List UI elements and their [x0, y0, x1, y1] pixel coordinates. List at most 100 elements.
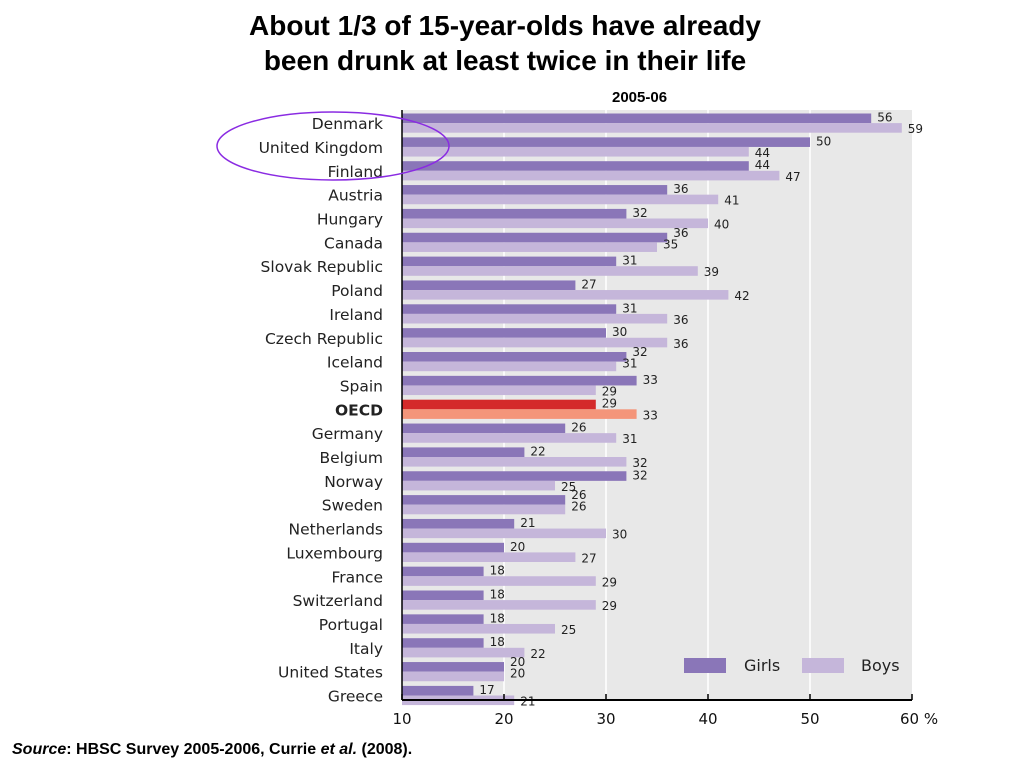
- bar-boys-netherlands: [402, 528, 606, 539]
- bar-girls-canada: [402, 232, 668, 243]
- value-label-girls: 18: [490, 611, 505, 625]
- x-axis: 10 20 30 40 50 60 %: [392, 110, 938, 728]
- category-label-hungary: Hungary: [317, 211, 383, 229]
- bar-girls-sweden: [402, 495, 566, 505]
- chart-subtitle: 2005-06: [612, 89, 668, 106]
- value-label-boys: 29: [602, 599, 617, 613]
- value-label-girls: 17: [479, 683, 494, 697]
- category-label-oecd: OECD: [335, 401, 383, 419]
- x-tick-label: 60 %: [900, 710, 938, 728]
- bar-boys-norway: [402, 480, 555, 491]
- legend-label-girls: Girls: [744, 656, 780, 675]
- bar-girls-united-kingdom: [402, 137, 810, 147]
- value-label-boys: 29: [602, 575, 617, 589]
- category-label-united-kingdom: United Kingdom: [259, 139, 383, 157]
- value-label-girls: 32: [632, 206, 647, 220]
- value-label-girls: 18: [490, 635, 505, 649]
- bar-girls-poland: [402, 280, 576, 291]
- category-label-luxembourg: Luxembourg: [286, 544, 383, 562]
- bar-girls-iceland: [402, 352, 627, 362]
- value-label-girls: 44: [755, 158, 770, 172]
- highlight-ellipse: [216, 111, 450, 181]
- legend-swatch-boys: [802, 658, 844, 673]
- value-label-boys: 41: [724, 194, 739, 208]
- bar-boys-hungary: [402, 218, 708, 229]
- value-label-boys: 42: [734, 289, 749, 303]
- value-label-boys: 20: [510, 667, 525, 681]
- bar-girls-greece: [402, 685, 474, 696]
- bar-boys-slovak-republic: [402, 266, 698, 276]
- value-label-boys: 32: [632, 456, 647, 470]
- x-tick-label: 50: [800, 710, 819, 728]
- bars: 5659504444473641324036353139274231363036…: [402, 111, 923, 709]
- value-label-boys: 31: [622, 357, 637, 371]
- value-label-girls: 36: [673, 226, 688, 240]
- bar-boys-switzerland: [402, 600, 596, 610]
- x-tick-label: 40: [698, 710, 717, 728]
- bar-girls-netherlands: [402, 518, 515, 529]
- category-label-united-states: United States: [278, 664, 383, 682]
- bar-boys-italy: [402, 647, 525, 658]
- value-label-boys: 29: [602, 384, 617, 398]
- value-label-boys: 25: [561, 623, 576, 637]
- bar-boys-austria: [402, 194, 719, 205]
- bar-boys-sweden: [402, 504, 566, 515]
- bar-girls-oecd: [402, 399, 596, 410]
- bar-girls-finland: [402, 161, 749, 171]
- value-label-girls: 20: [510, 540, 525, 554]
- category-label-poland: Poland: [331, 282, 383, 300]
- category-label-switzerland: Switzerland: [293, 592, 383, 610]
- value-label-girls: 27: [581, 277, 596, 291]
- value-label-girls: 30: [612, 325, 627, 339]
- value-label-girls: 20: [510, 655, 525, 669]
- value-label-boys: 26: [571, 500, 586, 514]
- source-note: Source: HBSC Survey 2005-2006, Currie et…: [12, 741, 412, 759]
- x-tick-label: 20: [494, 710, 513, 728]
- value-label-boys: 35: [663, 237, 678, 251]
- value-label-boys: 47: [785, 170, 800, 184]
- value-label-boys: 59: [908, 122, 923, 136]
- chart-title-line-1: About 1/3 of 15-year-olds have already: [249, 10, 761, 41]
- bar-girls-norway: [402, 471, 627, 481]
- category-label-sweden: Sweden: [322, 497, 383, 515]
- category-label-netherlands: Netherlands: [289, 521, 383, 539]
- bar-boys-france: [402, 576, 596, 586]
- value-label-girls: 56: [877, 111, 892, 125]
- value-label-girls: 26: [571, 421, 586, 435]
- value-label-girls: 32: [632, 345, 647, 359]
- bar-boys-denmark: [402, 123, 902, 133]
- value-label-girls: 31: [622, 301, 637, 315]
- x-tick-label: 10: [392, 710, 411, 728]
- bar-girls-switzerland: [402, 590, 484, 601]
- source-label: Source: [12, 741, 67, 758]
- bar-girls-hungary: [402, 208, 627, 219]
- bar-girls-france: [402, 566, 484, 577]
- category-label-portugal: Portugal: [319, 616, 383, 634]
- category-label-czech-republic: Czech Republic: [265, 330, 383, 348]
- value-label-girls: 36: [673, 182, 688, 196]
- value-label-boys: 30: [612, 528, 627, 542]
- bar-boys-belgium: [402, 457, 627, 467]
- value-label-girls: 21: [520, 516, 535, 530]
- bar-boys-finland: [402, 170, 780, 181]
- bar-boys-oecd: [402, 409, 637, 419]
- value-label-boys: 31: [622, 432, 637, 446]
- bar-girls-germany: [402, 423, 566, 434]
- category-label-france: France: [331, 568, 383, 586]
- source-text-1: : HBSC Survey 2005-2006, Currie: [66, 741, 321, 758]
- value-label-boys: 39: [704, 265, 719, 279]
- value-label-girls: 33: [643, 373, 658, 387]
- value-label-boys: 22: [530, 647, 545, 661]
- bar-girls-portugal: [402, 614, 484, 624]
- bar-boys-united-kingdom: [402, 146, 749, 157]
- value-label-boys: 36: [673, 313, 688, 327]
- value-label-boys: 25: [561, 480, 576, 494]
- value-label-boys: 44: [755, 146, 770, 160]
- bar-girls-austria: [402, 185, 668, 195]
- bar-girls-slovak-republic: [402, 256, 617, 267]
- value-label-girls: 50: [816, 134, 831, 148]
- bar-chart: 5659504444473641324036353139274231363036…: [216, 110, 938, 728]
- legend-swatch-girls: [684, 658, 726, 673]
- bar-boys-united-states: [402, 671, 504, 682]
- value-label-girls: 31: [622, 254, 637, 268]
